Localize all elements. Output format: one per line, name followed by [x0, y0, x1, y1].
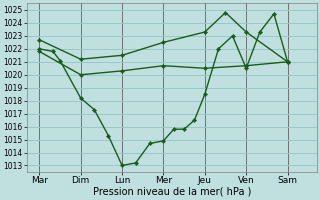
X-axis label: Pression niveau de la mer( hPa ): Pression niveau de la mer( hPa ) — [92, 187, 251, 197]
